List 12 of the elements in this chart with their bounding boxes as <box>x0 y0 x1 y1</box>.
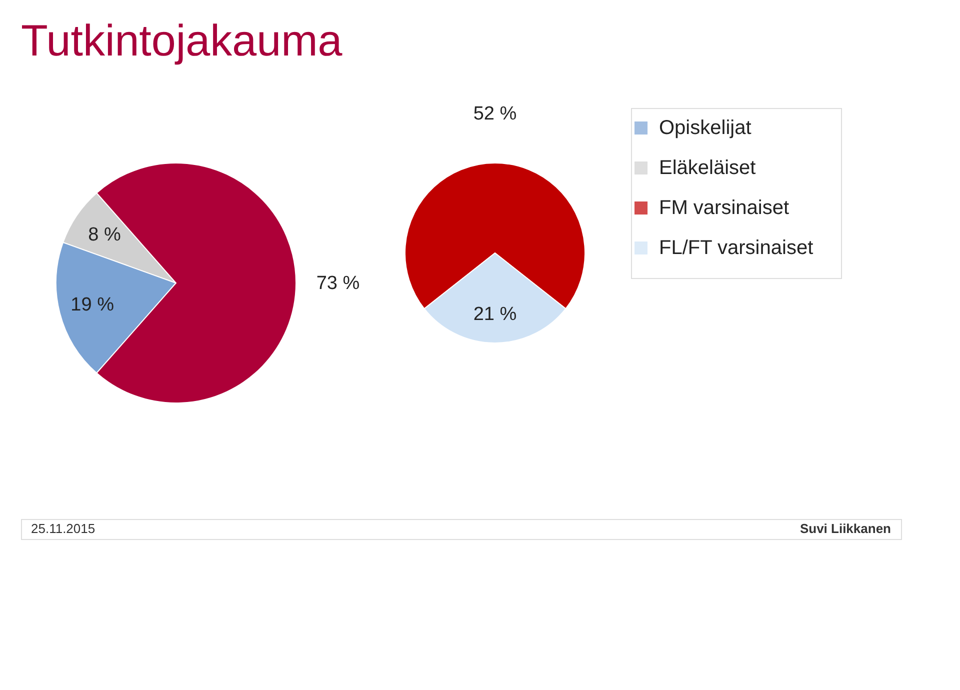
data-label: 19 % <box>70 294 114 316</box>
data-label: 73 % <box>316 273 360 294</box>
legend-label: FL/FT varsinaiset <box>659 237 814 259</box>
legend-label: FM varsinaiset <box>659 197 790 219</box>
legend-label: Opiskelijat <box>659 117 752 139</box>
data-label: 21 % <box>473 304 517 326</box>
legend-label: Eläkeläiset <box>659 157 756 179</box>
data-label: 8 % <box>88 224 122 246</box>
text: 25.11.2015 <box>31 521 96 536</box>
chart-title: Tutkintojakauma <box>21 16 343 66</box>
data-label: 52 % <box>473 104 517 124</box>
text: Suvi Liikkanen <box>800 521 892 536</box>
